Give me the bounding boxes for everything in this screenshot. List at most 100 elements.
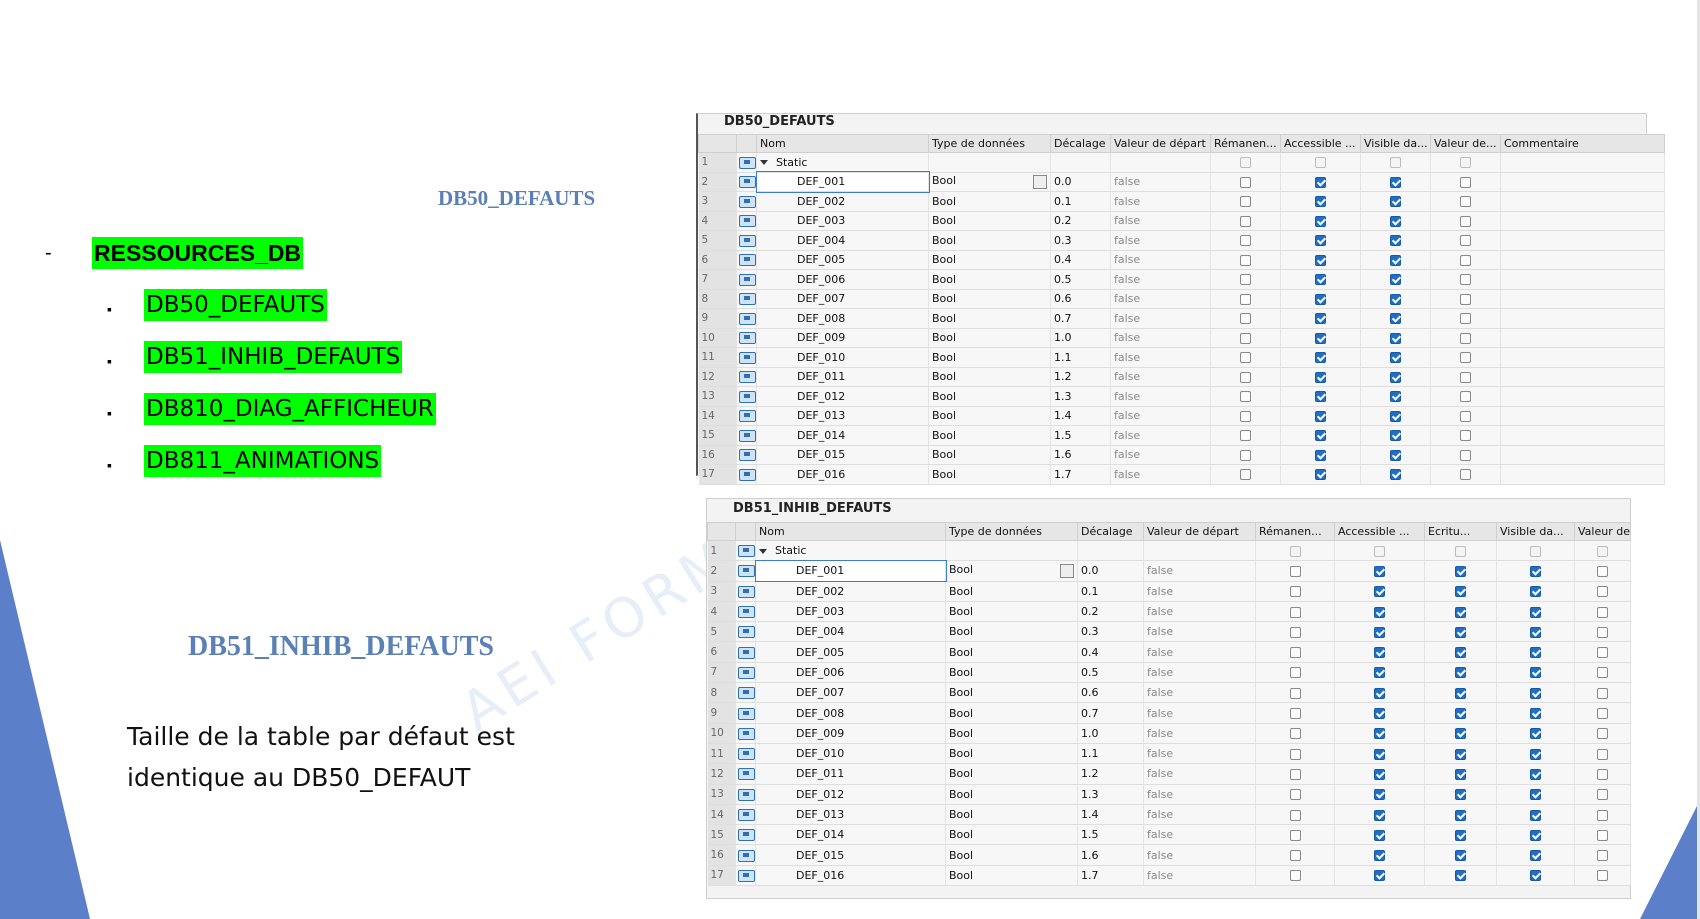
table-row[interactable]: 2 DEF_001 Bool 0.0 false: [707, 559, 1631, 583]
name-cell[interactable]: DEF_016: [756, 464, 929, 485]
name-cell[interactable]: DEF_010: [756, 347, 929, 368]
checkbox-checked[interactable]: [1390, 430, 1401, 442]
checkbox-checked[interactable]: [1530, 687, 1541, 699]
checkbox-checked[interactable]: [1455, 606, 1466, 618]
checkbox-checked[interactable]: [1390, 352, 1401, 364]
table-row[interactable]: 7 DEF_006 Bool 0.5 false: [707, 662, 1631, 684]
name-cell[interactable]: DEF_001: [754, 559, 947, 583]
start-value-cell[interactable]: false: [1143, 621, 1256, 643]
type-cell[interactable]: Bool: [928, 386, 1051, 407]
checkbox-unchecked[interactable]: [1597, 789, 1608, 801]
column-header[interactable]: Type de données: [945, 522, 1078, 541]
type-cell[interactable]: Bool: [945, 723, 1078, 744]
checkbox-checked[interactable]: [1374, 708, 1385, 720]
start-value-cell[interactable]: false: [1143, 743, 1256, 765]
checkbox-unchecked[interactable]: [1460, 196, 1471, 208]
table-row[interactable]: 3 DEF_002 Bool 0.1 false: [698, 191, 1665, 212]
table-row[interactable]: 14 DEF_013 Bool 1.4 false: [707, 804, 1631, 826]
start-value-cell[interactable]: false: [1143, 662, 1256, 684]
checkbox-checked[interactable]: [1315, 352, 1326, 364]
column-header[interactable]: Accessible ...: [1334, 522, 1425, 541]
checkbox-unchecked[interactable]: [1240, 254, 1251, 266]
checkbox-checked[interactable]: [1315, 176, 1326, 188]
checkbox-checked[interactable]: [1530, 667, 1541, 679]
name-cell[interactable]: DEF_007: [756, 289, 929, 309]
checkbox-checked[interactable]: [1455, 829, 1466, 841]
name-cell[interactable]: DEF_013: [755, 804, 946, 826]
type-cell[interactable]: Bool: [945, 601, 1078, 623]
checkbox-checked[interactable]: [1390, 332, 1401, 344]
name-cell[interactable]: DEF_006: [755, 662, 946, 684]
checkbox-checked[interactable]: [1390, 215, 1401, 227]
table-row[interactable]: 15 DEF_014 Bool 1.5 false: [707, 824, 1631, 846]
column-header[interactable]: Valeur de départ: [1110, 134, 1211, 153]
table-row[interactable]: 16 DEF_015 Bool 1.6 false: [698, 445, 1665, 465]
type-cell[interactable]: Bool: [945, 743, 1078, 765]
table-row[interactable]: 2 DEF_001 Bool 0.0 false: [698, 171, 1665, 193]
checkbox-unchecked[interactable]: [1240, 293, 1251, 305]
checkbox-checked[interactable]: [1455, 789, 1466, 801]
checkbox-checked[interactable]: [1530, 870, 1541, 882]
table-row[interactable]: 3 DEF_002 Bool 0.1 false: [707, 581, 1631, 602]
checkbox-unchecked[interactable]: [1240, 410, 1251, 422]
name-cell[interactable]: DEF_011: [756, 367, 929, 387]
start-value-cell[interactable]: false: [1110, 347, 1211, 368]
name-cell[interactable]: DEF_003: [755, 601, 946, 623]
checkbox-checked[interactable]: [1390, 254, 1401, 266]
checkbox-checked[interactable]: [1374, 748, 1385, 760]
name-cell[interactable]: DEF_004: [755, 621, 946, 643]
name-cell[interactable]: DEF_008: [755, 702, 946, 724]
type-cell[interactable]: Bool: [945, 581, 1078, 602]
table-row[interactable]: 10 DEF_009 Bool 1.0 false: [707, 723, 1631, 744]
table-row[interactable]: 13 DEF_012 Bool 1.3 false: [698, 386, 1665, 407]
start-value-cell[interactable]: false: [1110, 425, 1211, 446]
table-row[interactable]: 13 DEF_012 Bool 1.3 false: [707, 784, 1631, 805]
table-row[interactable]: 15 DEF_014 Bool 1.5 false: [698, 425, 1665, 446]
column-header[interactable]: Commentaire: [1500, 134, 1665, 153]
start-value-cell[interactable]: false: [1143, 824, 1256, 846]
checkbox-checked[interactable]: [1374, 870, 1385, 882]
start-value-cell[interactable]: false: [1143, 865, 1256, 887]
checkbox-checked[interactable]: [1455, 748, 1466, 760]
table-row[interactable]: 6 DEF_005 Bool 0.4 false: [698, 250, 1665, 270]
type-cell[interactable]: Bool: [945, 824, 1078, 846]
checkbox-checked[interactable]: [1374, 626, 1385, 638]
checkbox-unchecked[interactable]: [1597, 748, 1608, 760]
checkbox-checked[interactable]: [1455, 850, 1466, 862]
checkbox-checked[interactable]: [1315, 254, 1326, 266]
checkbox-checked[interactable]: [1530, 789, 1541, 801]
column-header[interactable]: Nom: [755, 522, 946, 541]
type-cell[interactable]: Bool: [928, 289, 1051, 309]
checkbox-checked[interactable]: [1374, 850, 1385, 862]
table-row[interactable]: 6 DEF_005 Bool 0.4 false: [707, 641, 1631, 663]
type-cell[interactable]: Bool: [945, 702, 1078, 724]
name-cell[interactable]: DEF_012: [756, 386, 929, 407]
checkbox-checked[interactable]: [1390, 176, 1401, 188]
type-cell[interactable]: Bool: [928, 406, 1051, 426]
checkbox-unchecked[interactable]: [1240, 449, 1251, 461]
checkbox-unchecked[interactable]: [1289, 687, 1301, 699]
checkbox-unchecked[interactable]: [1289, 565, 1301, 577]
type-cell[interactable]: Bool: [928, 308, 1051, 329]
start-value-cell[interactable]: false: [1143, 784, 1256, 805]
column-header[interactable]: Accessible ...: [1280, 134, 1361, 153]
name-cell[interactable]: DEF_006: [756, 269, 929, 290]
type-cell[interactable]: Bool: [928, 445, 1051, 465]
checkbox-checked[interactable]: [1374, 586, 1385, 598]
checkbox-unchecked[interactable]: [1460, 235, 1471, 247]
type-cell[interactable]: Bool: [928, 367, 1051, 387]
checkbox-checked[interactable]: [1455, 809, 1466, 821]
checkbox-unchecked[interactable]: [1597, 768, 1608, 780]
column-header[interactable]: Valeur de départ: [1143, 522, 1256, 541]
checkbox-unchecked[interactable]: [1240, 352, 1251, 364]
start-value-cell[interactable]: false: [1143, 682, 1256, 704]
static-cell[interactable]: Static: [755, 540, 946, 562]
checkbox-unchecked[interactable]: [1289, 789, 1301, 801]
name-cell[interactable]: DEF_002: [755, 581, 946, 602]
type-cell[interactable]: Bool: [928, 211, 1051, 231]
type-cell[interactable]: Bool: [928, 230, 1051, 251]
checkbox-checked[interactable]: [1315, 469, 1326, 481]
static-cell[interactable]: Static: [756, 152, 929, 173]
column-header[interactable]: Visible da...: [1360, 134, 1431, 153]
checkbox-unchecked[interactable]: [1240, 215, 1251, 227]
